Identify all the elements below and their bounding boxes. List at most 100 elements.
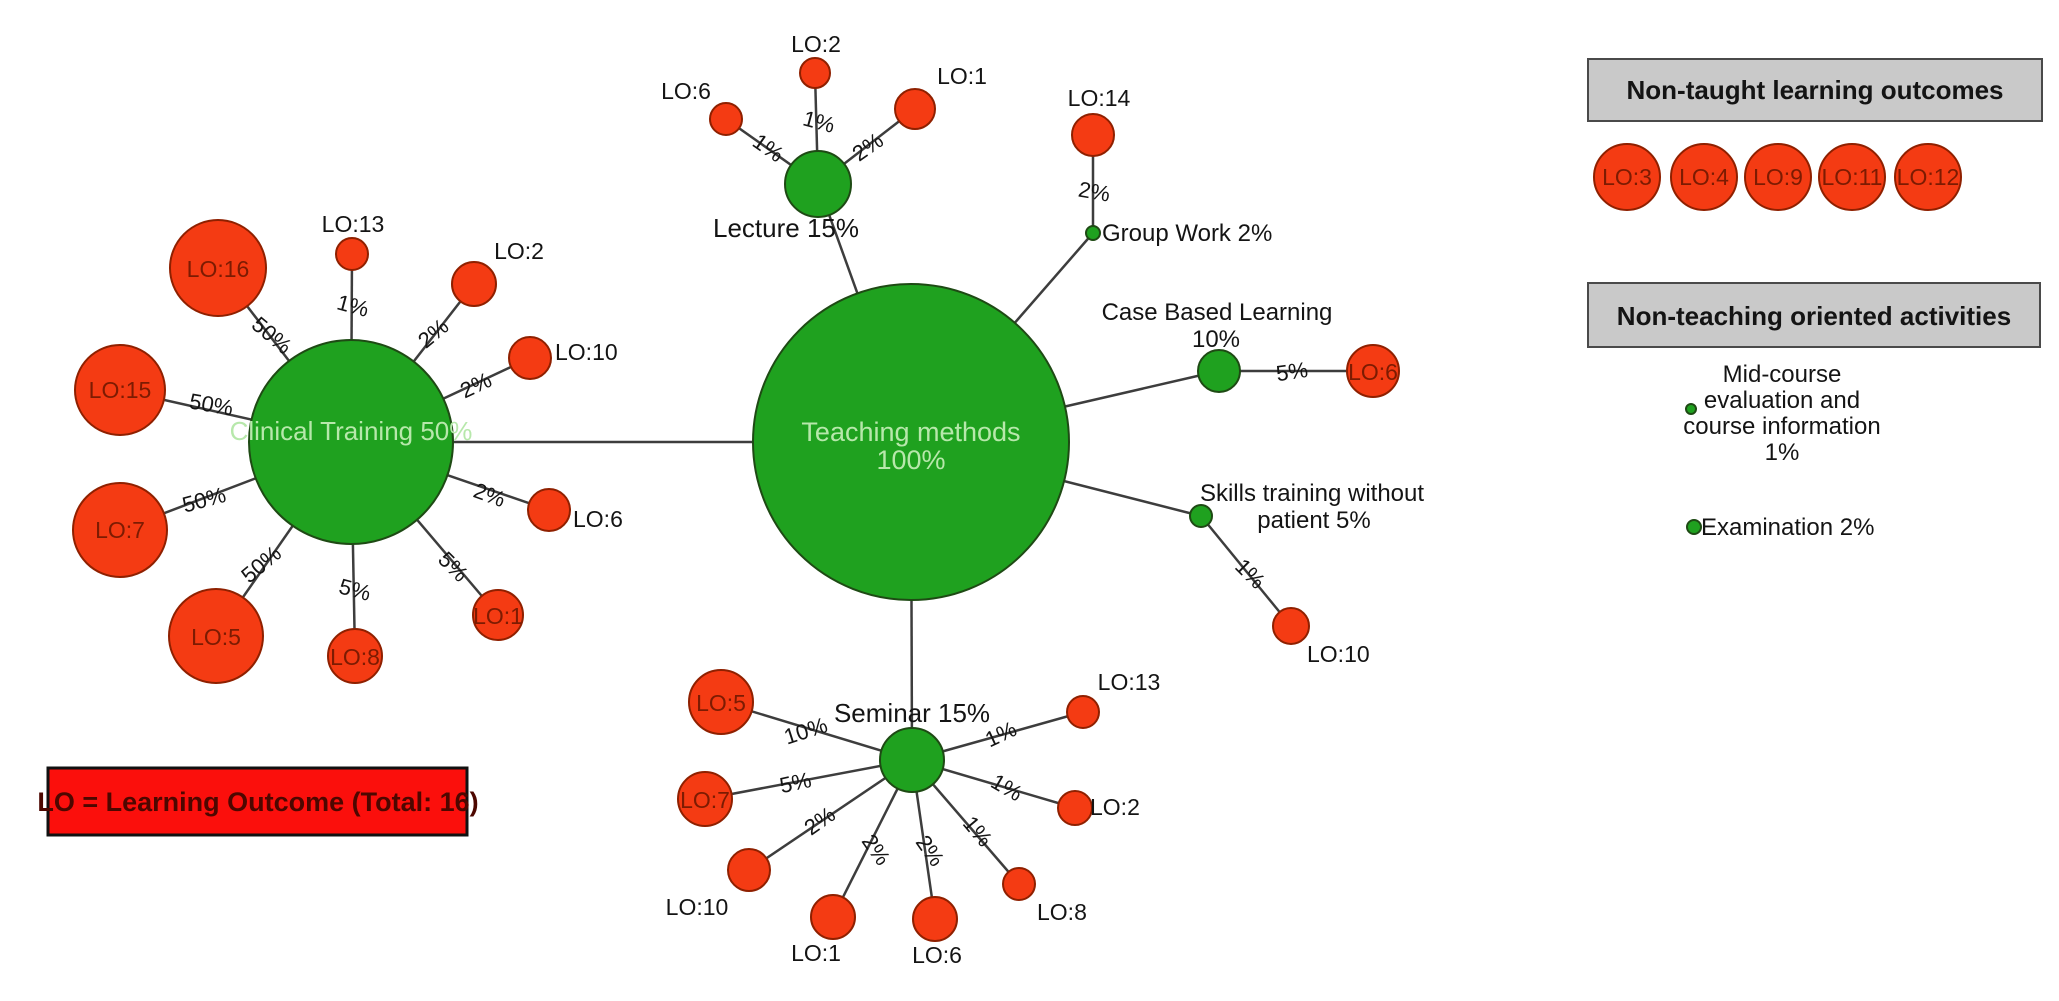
seminar-sat-lo5-label: LO:5 bbox=[696, 690, 746, 716]
non-teaching-title: Non-teaching oriented activities bbox=[1617, 301, 2011, 331]
non-taught-lo11-label: LO:11 bbox=[1822, 164, 1883, 190]
teaching-methods-label-line2: 100% bbox=[876, 445, 945, 475]
seminar-sat-lo7-label: LO:7 bbox=[680, 787, 730, 813]
seminar-edge-lo5-pct: 10% bbox=[781, 712, 831, 749]
clinical-sat-lo10-label: LO:10 bbox=[555, 339, 618, 365]
lecture-sat-lo2-label: LO:2 bbox=[791, 31, 841, 57]
group-sat-lo14-circle bbox=[1071, 113, 1115, 157]
seminar-sat-lo7-circle bbox=[677, 771, 733, 827]
examination-label: Examination 2% bbox=[1701, 514, 1874, 541]
case-based-label-line2: 10% bbox=[1192, 326, 1240, 353]
non-teaching-header-box bbox=[1587, 282, 2041, 348]
seminar-sat-lo13-label: LO:13 bbox=[1098, 669, 1161, 695]
clinical-sat-lo5-circle bbox=[168, 588, 264, 684]
seminar-sat-lo6-circle bbox=[912, 896, 958, 942]
clinical-sat-lo13-label: LO:13 bbox=[322, 211, 385, 237]
clinical-edge-lo13-pct: 1% bbox=[334, 290, 371, 322]
non-taught-lo3-label: LO:3 bbox=[1602, 164, 1652, 190]
seminar-edge-lo10-pct: 2% bbox=[800, 801, 840, 840]
clinical-edge-lo7-pct: 50% bbox=[180, 482, 229, 518]
clinical-sat-lo8-circle bbox=[327, 628, 383, 684]
seminar-edge-lo2-pct: 1% bbox=[987, 769, 1027, 807]
seminar-sat-lo10-label: LO:10 bbox=[666, 894, 729, 920]
clinical-sat-lo7-circle bbox=[72, 482, 168, 578]
legend-box bbox=[46, 766, 469, 837]
non-taught-lo11-circle bbox=[1818, 143, 1886, 211]
seminar-sat-lo1-label: LO:1 bbox=[791, 940, 841, 966]
node-seminar bbox=[879, 727, 945, 793]
lecture-sat-lo2-circle bbox=[799, 57, 831, 89]
skills-sat-lo10-circle bbox=[1272, 607, 1310, 645]
clinical-sat-lo15-circle bbox=[74, 344, 166, 436]
legend-label: LO = Learning Outcome (Total: 16) bbox=[37, 787, 478, 817]
clinical-sat-lo16-circle bbox=[169, 219, 267, 317]
lecture-edge-lo2-pct: 1% bbox=[800, 106, 837, 138]
clinical-edge-lo6-pct: 2% bbox=[470, 478, 508, 512]
non-taught-panel: Non-taught learning outcomes LO:3 LO:4 L… bbox=[1587, 58, 2043, 211]
group-work-satellites: LO:14 2% bbox=[1068, 85, 1131, 207]
group-edge-lo14-pct: 2% bbox=[1076, 177, 1112, 207]
clinical-sat-lo5-label: LO:5 bbox=[191, 624, 241, 650]
seminar-sat-lo10-circle bbox=[727, 848, 771, 892]
lecture-edge-lo6-pct: 1% bbox=[748, 128, 788, 167]
seminar-sat-lo8-circle bbox=[1002, 867, 1036, 901]
mid-course-line3: course information bbox=[1683, 413, 1880, 440]
skills-sat-lo10-label: LO:10 bbox=[1307, 641, 1370, 667]
clinical-sat-lo10-circle bbox=[508, 336, 552, 380]
method-nodes bbox=[248, 150, 1241, 793]
seminar-edge-lo7-pct: 5% bbox=[777, 767, 813, 798]
lecture-sat-lo1-label: LO:1 bbox=[937, 63, 987, 89]
non-teaching-panel: Non-teaching oriented activities Mid-cou… bbox=[1587, 282, 2041, 541]
node-lecture bbox=[784, 150, 852, 218]
non-taught-lo4-label: LO:4 bbox=[1679, 164, 1729, 190]
clinical-sat-lo8-label: LO:8 bbox=[330, 644, 380, 670]
clinical-edge-lo16-pct: 50% bbox=[247, 312, 297, 359]
clinical-sat-lo2-circle bbox=[451, 261, 497, 307]
node-case-based-learning bbox=[1197, 349, 1241, 393]
seminar-sat-lo5-circle bbox=[688, 669, 754, 735]
legend: LO = Learning Outcome (Total: 16) bbox=[37, 766, 479, 837]
seminar-sat-lo1-circle bbox=[810, 894, 856, 940]
skills-label-line2: patient 5% bbox=[1257, 507, 1370, 534]
clinical-sat-lo15-label: LO:15 bbox=[89, 377, 152, 403]
node-teaching-methods bbox=[752, 283, 1070, 601]
seminar-edge-lo8-pct: 1% bbox=[958, 811, 998, 851]
clinical-edge-lo15-pct: 50% bbox=[187, 388, 235, 420]
edge-seminar-lo5 bbox=[720, 700, 913, 762]
seminar-satellites: LO:5 LO:7 LO:10 LO:1 LO:6 LO:8 LO:2 LO:1… bbox=[666, 669, 1161, 968]
clinical-sat-lo2-label: LO:2 bbox=[494, 238, 544, 264]
non-taught-lo9-label: LO:9 bbox=[1753, 164, 1803, 190]
seminar-label: Seminar 15% bbox=[834, 698, 990, 728]
seminar-sat-lo2-label: LO:2 bbox=[1090, 794, 1140, 820]
non-taught-lo12-circle bbox=[1894, 143, 1962, 211]
case-based-satellites: LO:6 5% bbox=[1274, 344, 1400, 398]
lecture-label: Lecture 15% bbox=[713, 213, 859, 243]
clinical-sat-lo1-label: LO:1 bbox=[473, 603, 523, 629]
mid-course-line4: 1% bbox=[1765, 439, 1800, 466]
case-edge-lo6-pct: 5% bbox=[1274, 357, 1309, 386]
seminar-edge-lo6-pct: 2% bbox=[911, 831, 950, 871]
seminar-sat-lo2-circle bbox=[1057, 790, 1093, 826]
teaching-methods-label-line1: Teaching methods bbox=[801, 417, 1020, 447]
clinical-sat-lo7-label: LO:7 bbox=[95, 517, 145, 543]
lecture-sat-lo1-circle bbox=[894, 88, 936, 130]
seminar-edge-lo1-pct: 2% bbox=[857, 830, 896, 870]
lecture-sat-lo6-circle bbox=[709, 102, 743, 136]
node-skills-training bbox=[1189, 504, 1213, 528]
clinical-sat-lo1-circle bbox=[472, 589, 524, 641]
non-taught-lo9-circle bbox=[1744, 143, 1812, 211]
group-work-label: Group Work 2% bbox=[1102, 220, 1272, 247]
non-taught-title: Non-taught learning outcomes bbox=[1627, 75, 2004, 105]
case-based-label-line1: Case Based Learning bbox=[1102, 299, 1333, 326]
non-taught-lo4-circle bbox=[1670, 143, 1738, 211]
seminar-sat-lo8-label: LO:8 bbox=[1037, 899, 1087, 925]
case-sat-lo6-label: LO:6 bbox=[1348, 359, 1398, 385]
clinical-training-label: Clinical Training 50% bbox=[230, 416, 473, 446]
group-sat-lo14-label: LO:14 bbox=[1068, 85, 1131, 111]
non-taught-header-box bbox=[1587, 58, 2043, 122]
skills-label-line1: Skills training without bbox=[1200, 480, 1424, 507]
clinical-sat-lo16-label: LO:16 bbox=[187, 256, 250, 282]
mid-course-line1: Mid-course bbox=[1723, 361, 1842, 388]
